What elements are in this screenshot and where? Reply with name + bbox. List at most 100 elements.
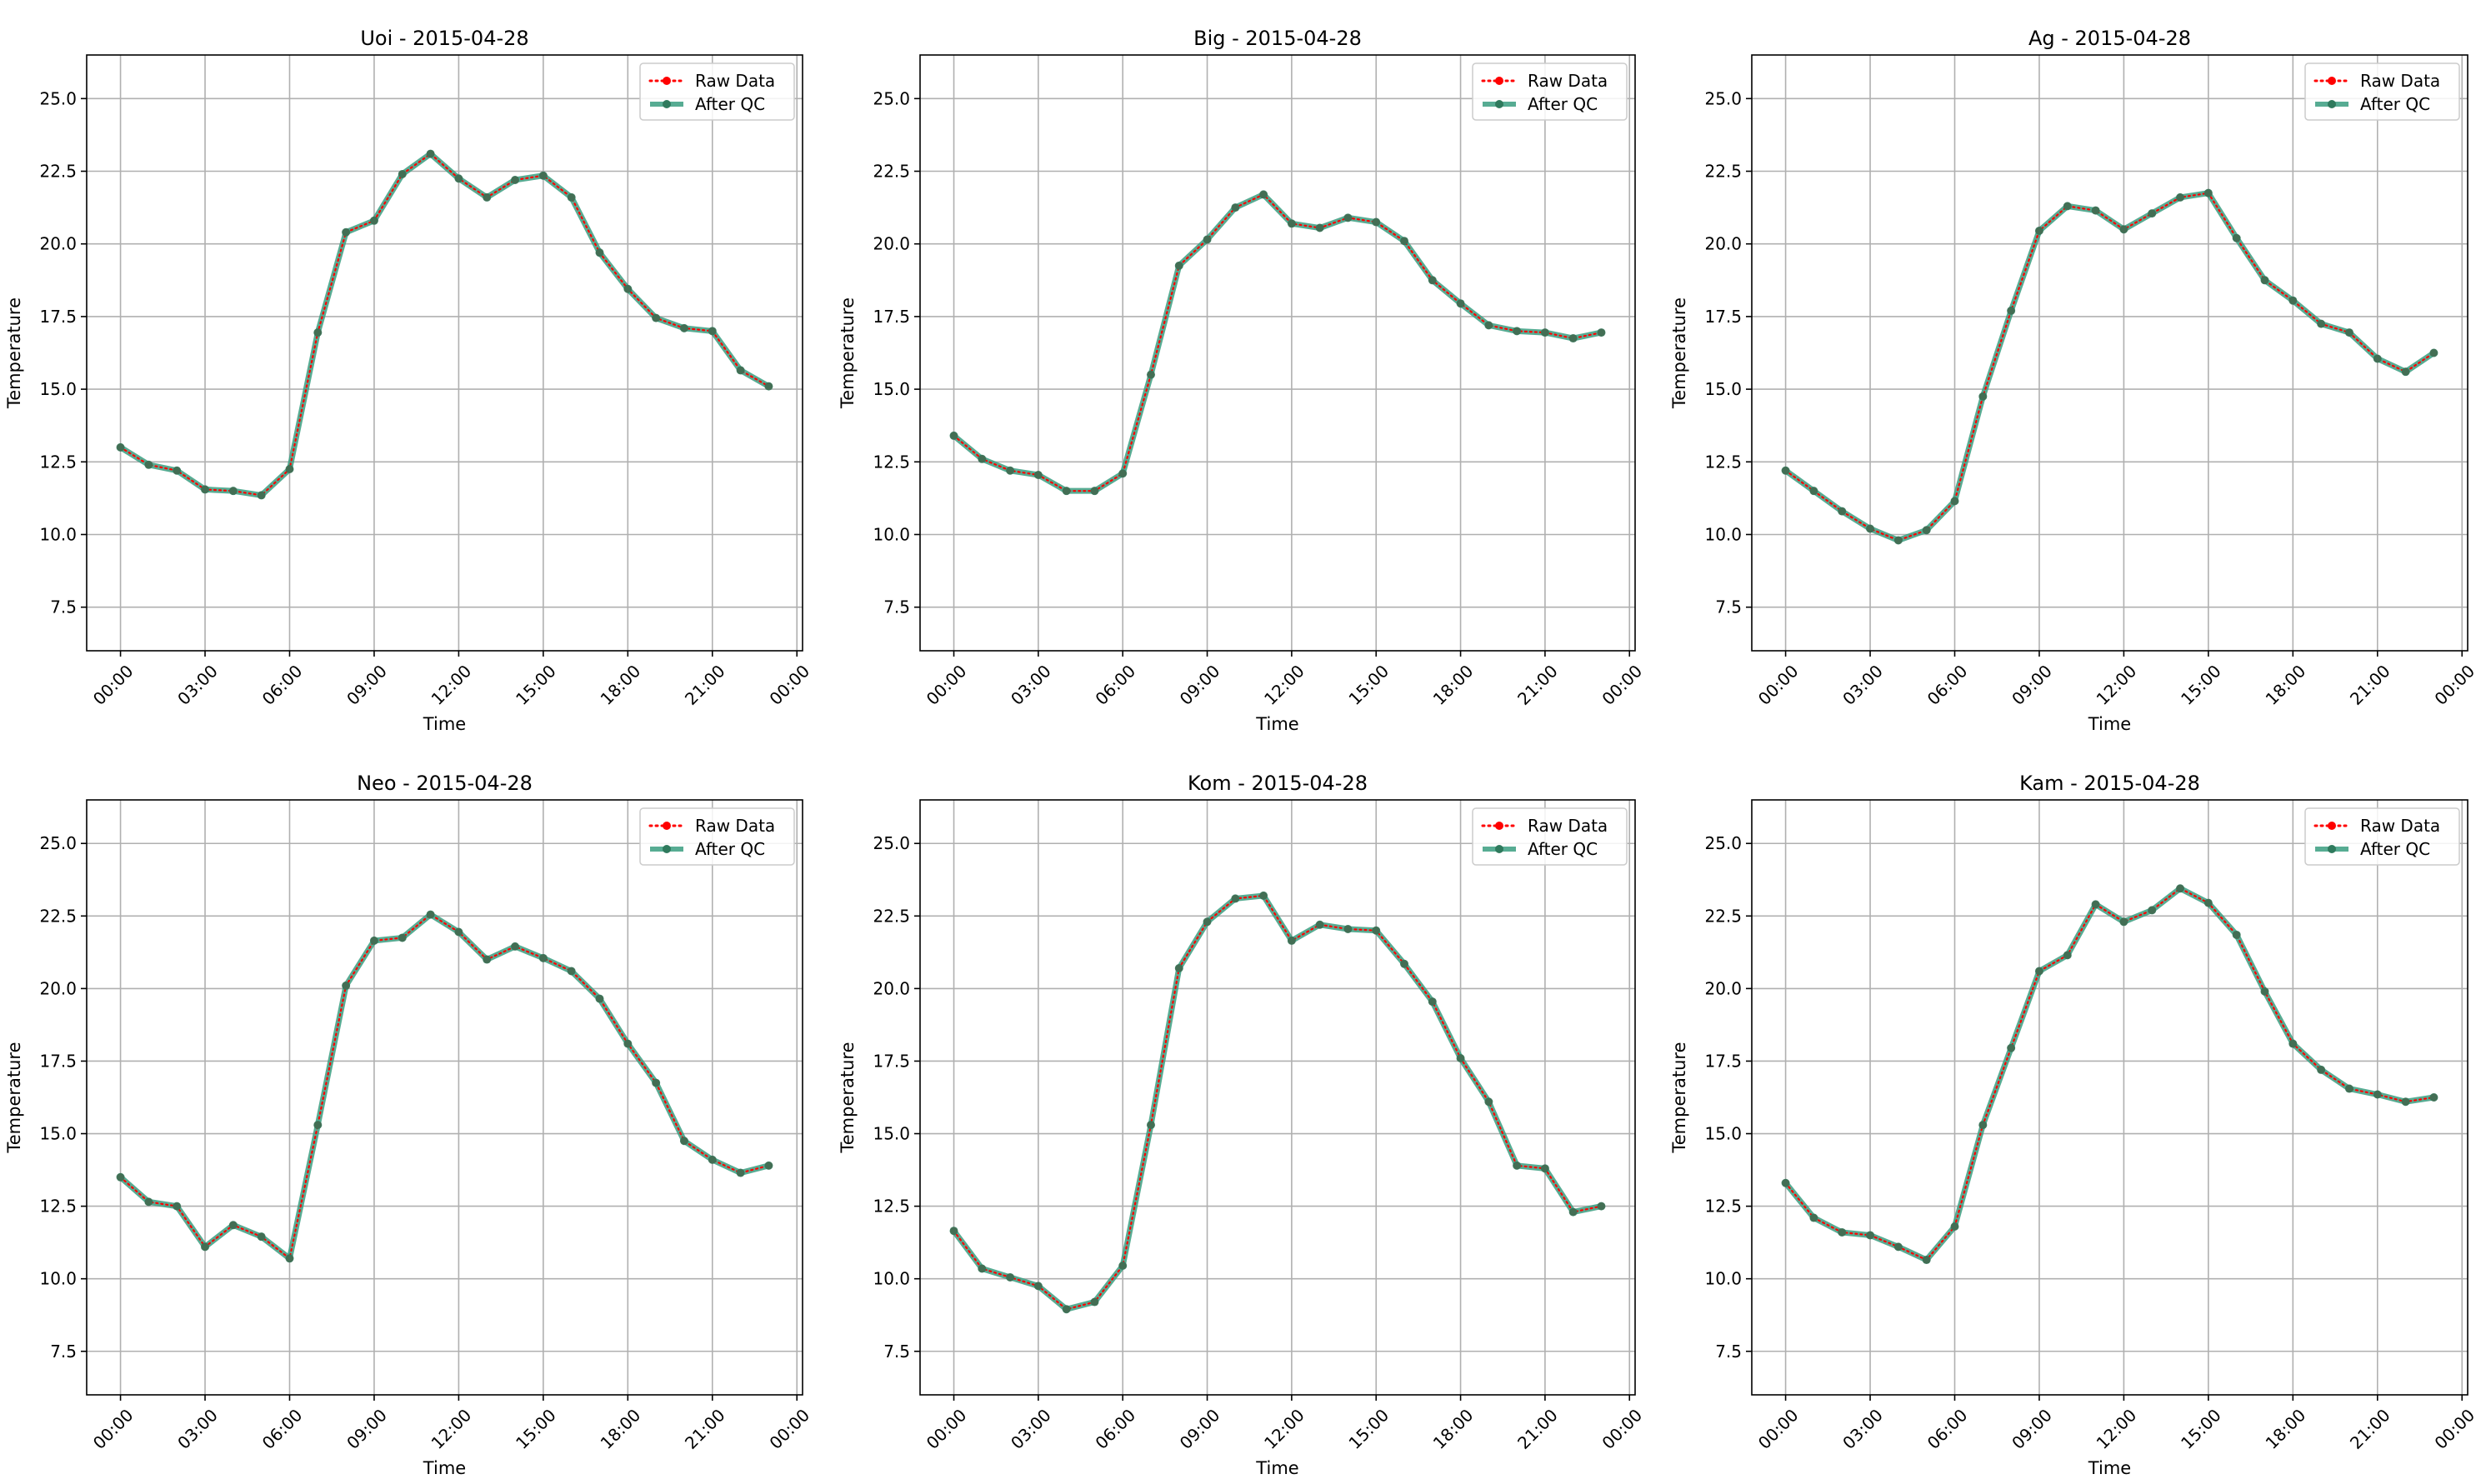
chart-4-xtick-label: 06:00: [1091, 1405, 1139, 1453]
chart-5-qc-point: [2203, 898, 2213, 907]
chart-3-qc-point: [538, 953, 548, 962]
chart-0-xtick-label: 21:00: [681, 661, 729, 709]
chart-4-ylabel: Temperature: [838, 1042, 858, 1153]
chart-3-qc-point: [764, 1161, 773, 1170]
chart-4-ytick-label: 17.5: [873, 1051, 910, 1071]
chart-5-ytick-label: 17.5: [1704, 1051, 1742, 1071]
chart-0-legend-raw-label: Raw Data: [695, 71, 775, 91]
chart-5-series-after-qc-line: [1783, 885, 2434, 1263]
chart-1-xtick-label: 15:00: [1344, 661, 1393, 709]
chart-4-ytick-label: 25.0: [873, 833, 910, 853]
chart-4-qc-point: [1259, 891, 1268, 900]
chart-5-qc-point: [2119, 917, 2128, 927]
chart-4-qc-point: [949, 1227, 958, 1236]
chart-3-ytick-label: 12.5: [39, 1197, 77, 1217]
chart-4-qc-point: [1203, 917, 1212, 927]
chart-4-xtick-label: 15:00: [1344, 1405, 1393, 1453]
chart-5-xtick-label: 12:00: [2093, 1405, 2141, 1453]
chart-3-qc-point: [313, 1121, 323, 1130]
chart-1-ytick-label: 20.0: [873, 234, 910, 254]
chart-0-qc-point: [538, 171, 548, 180]
chart-1-qc-point: [1146, 370, 1155, 379]
chart-0-qc-point: [595, 248, 604, 257]
chart-1-series-after-qc-line: [952, 191, 1603, 494]
chart-1-qc-point: [949, 431, 958, 440]
chart-2-qc-point: [2344, 328, 2353, 337]
chart-4-xtick-label: 00:00: [923, 1405, 971, 1453]
chart-0-qc-point: [679, 323, 688, 332]
chart-4-qc-point: [1568, 1207, 1578, 1217]
chart-5-qc-point: [2148, 906, 2157, 915]
chart-2-qc-point: [2063, 202, 2072, 211]
chart-4-qc-point: [1006, 1272, 1015, 1282]
chart-5-qc-point: [2260, 987, 2269, 996]
chart-1-axes-frame: [919, 54, 1636, 652]
chart-4-qc-point: [1428, 997, 1437, 1007]
chart-3-qc-point: [144, 1197, 153, 1207]
chart-4-xtick-label: 12:00: [1260, 1405, 1308, 1453]
chart-3-qc-point: [398, 933, 407, 942]
chart-2-qc-point: [2401, 367, 2410, 377]
chart-5-qc-point: [2317, 1065, 2326, 1074]
chart-2-xlabel: Time: [2088, 714, 2131, 734]
chart-2-xtick-label: 15:00: [2177, 661, 2225, 709]
chart-4-xlabel: Time: [1255, 1458, 1298, 1478]
chart-5-legend: Raw Data After QC: [2304, 807, 2460, 866]
chart-1-qc-point: [1315, 223, 1324, 232]
chart-1-qc-point: [1090, 487, 1099, 496]
chart-5-legend-raw-label: Raw Data: [2360, 816, 2440, 836]
chart-0-legend-qc-marker: [663, 100, 671, 108]
chart-0-xtick-label: 18:00: [597, 661, 645, 709]
chart-1-legend-qc-label: After QC: [1528, 94, 1598, 114]
chart-3-ytick-label: 20.0: [39, 978, 77, 998]
chart-4-ytick-label: 22.5: [873, 906, 910, 926]
chart-1-xtick-label: 00:00: [923, 661, 971, 709]
chart-5-xtick-label: 03:00: [1838, 1405, 1887, 1453]
chart-5-ytick-label: 15.0: [1704, 1124, 1742, 1144]
chart-0-legend-qc-label: After QC: [695, 94, 765, 114]
chart-4-qc-point: [978, 1264, 987, 1273]
chart-0-qc-point: [313, 328, 323, 337]
chart-3-legend-qc-marker: [663, 845, 671, 853]
chart-5-xtick-label: 18:00: [2262, 1405, 2310, 1453]
chart-5-qc-point: [2288, 1039, 2298, 1048]
chart-0-qc-point: [285, 465, 294, 474]
chart-0-axes-frame: [86, 54, 803, 652]
chart-1-qc-point: [1513, 327, 1522, 336]
chart-2-ytick-label: 20.0: [1704, 234, 1742, 254]
chart-1-qc-point: [1259, 190, 1268, 199]
chart-5-qc-point: [1893, 1242, 1903, 1252]
chart-0-qc-point: [342, 227, 351, 237]
chart-1-title: Big - 2015-04-28: [1193, 27, 1362, 50]
chart-1: Big - 2015-04-28 7.5 10.0 12.5 15.0 17.5 20.0 2…: [838, 27, 1646, 734]
chart-3-xlabel: Time: [423, 1458, 466, 1478]
chart-3-qc-point: [454, 927, 463, 937]
chart-3-qc-point: [708, 1155, 717, 1164]
chart-0-ytick-label: 12.5: [39, 452, 77, 472]
chart-5-legend-qc-label: After QC: [2360, 839, 2430, 859]
chart-5-xtick-label: 00:00: [2430, 1405, 2478, 1453]
chart-1-ytick-label: 10.0: [873, 524, 910, 544]
chart-3-qc-point: [736, 1168, 745, 1177]
chart-5-qc-point: [2429, 1093, 2438, 1102]
chart-5-qc-point: [1809, 1213, 1818, 1222]
chart-3-ytick-label: 17.5: [39, 1051, 77, 1071]
chart-3-xtick-label: 12:00: [428, 1405, 476, 1453]
chart-1-qc-point: [1231, 203, 1240, 212]
chart-4-legend-raw-marker: [1495, 822, 1503, 830]
chart-4-axes-frame: [919, 799, 1636, 1396]
chart-5-ytick-label: 20.0: [1704, 978, 1742, 998]
chart-5-series-raw-line: [1784, 887, 2435, 1262]
chart-1-ytick-label: 17.5: [873, 307, 910, 327]
chart-1-qc-point: [1287, 219, 1296, 228]
chart-0-qc-point: [708, 327, 717, 336]
chart-3-axes-frame: [86, 799, 803, 1396]
chart-2-ytick-label: 7.5: [1715, 597, 1742, 617]
chart-3-ytick-label: 10.0: [39, 1269, 77, 1289]
chart-0-qc-point: [483, 192, 492, 202]
chart-1-legend: Raw Data After QC: [1472, 62, 1628, 121]
chart-2-qc-point: [2288, 296, 2298, 305]
chart-0-ytick-label: 20.0: [39, 234, 77, 254]
chart-2-series-after-qc-line: [1783, 190, 2436, 543]
chart-1-xtick-label: 21:00: [1513, 661, 1562, 709]
